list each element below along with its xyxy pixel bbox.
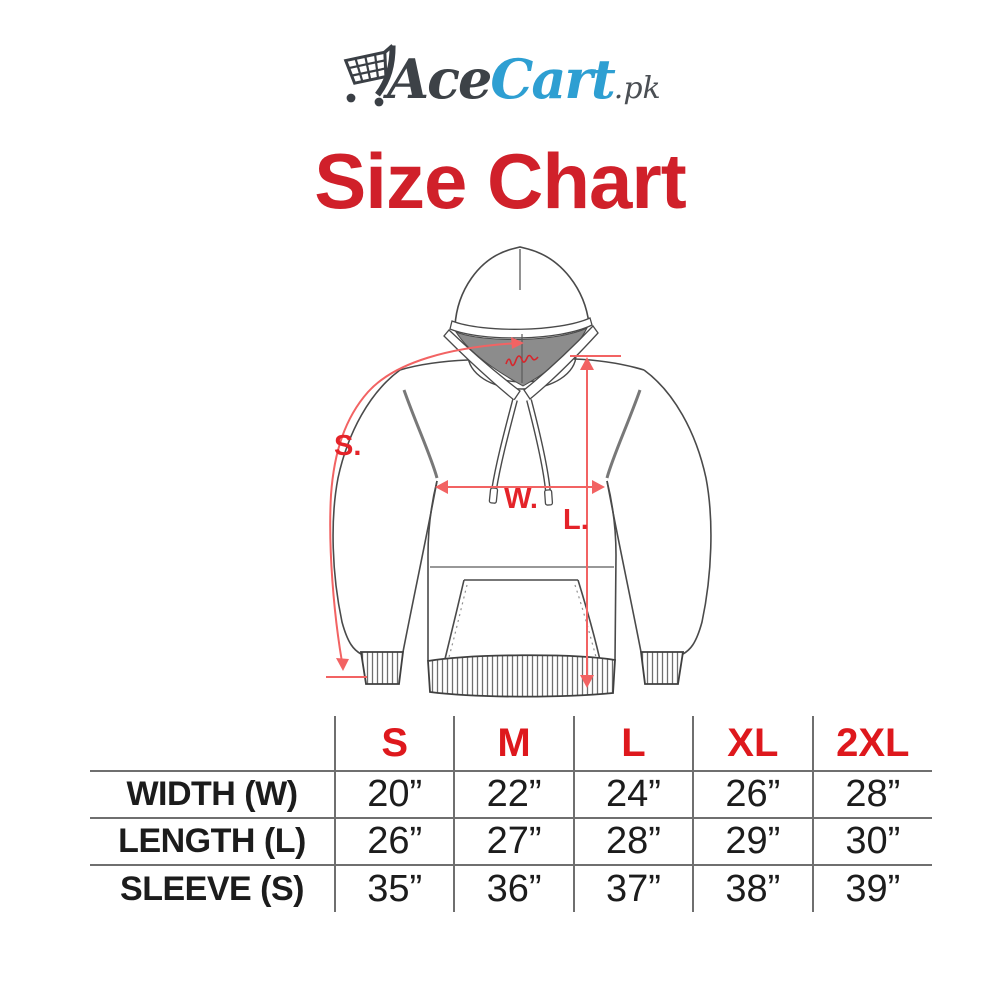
cell-sleeve-2xl: 39” <box>811 864 932 912</box>
cart-wheel-right <box>374 97 384 107</box>
cell-width-2xl: 28” <box>811 770 932 818</box>
size-table-section: S M L XL 2XL WIDTH (W) 20” 22” 24” 26” 2… <box>90 716 932 912</box>
table-row-sleeve: SLEEVE (S) 35” 36” 37” 38” 39” <box>90 864 932 912</box>
drawstrings-group <box>488 399 554 506</box>
hood-shell <box>454 246 590 336</box>
aglet-left <box>488 487 499 504</box>
table-row-length: LENGTH (L) 26” 27” 28” 29” 30” <box>90 817 932 865</box>
length-arrowhead-top <box>580 357 594 370</box>
cell-length-xl: 29” <box>692 817 813 865</box>
cell-length-m: 27” <box>453 817 574 865</box>
cuff-left <box>359 651 405 685</box>
body-left-edge <box>427 480 438 661</box>
cell-sleeve-l: 37” <box>572 864 694 912</box>
cell-sleeve-xl: 38” <box>692 864 813 912</box>
cuff-right <box>639 651 685 685</box>
kangaroo-pocket <box>444 579 601 661</box>
hem-band <box>427 654 616 698</box>
body-right-edge <box>606 480 617 662</box>
raglan-seams <box>402 389 642 479</box>
raglan-seam-left <box>402 389 439 479</box>
cell-length-l: 28” <box>572 817 694 865</box>
sleeve-right-outer <box>643 369 712 655</box>
hood-facing-right <box>523 324 599 400</box>
sleeve-arrowhead-top <box>511 337 524 349</box>
ribbing-group <box>359 651 685 698</box>
cell-sleeve-s: 35” <box>333 864 455 912</box>
measurement-lines <box>326 342 621 684</box>
shopping-cart-icon <box>343 44 396 107</box>
cell-length-2xl: 30” <box>811 817 932 865</box>
drawstring-left-fill <box>492 399 517 491</box>
shoulder-left <box>399 359 469 371</box>
size-table: S M L XL 2XL WIDTH (W) 20” 22” 24” 26” 2… <box>90 716 932 912</box>
cell-width-l: 24” <box>572 770 694 818</box>
row-label-width: WIDTH (W) <box>90 770 335 818</box>
hood-brand-mark <box>505 354 539 367</box>
cell-sleeve-m: 36” <box>453 864 574 912</box>
row-label-sleeve: SLEEVE (S) <box>90 864 335 912</box>
brand-prefix: Ace <box>387 47 492 111</box>
brand-wordmark: AceCart.pk <box>387 52 660 108</box>
shoulder-right <box>573 358 645 371</box>
drawstring-right-fill <box>527 399 550 493</box>
brand-tld: .pk <box>613 71 661 106</box>
col-header-l: L <box>572 716 694 771</box>
width-arrowhead-left <box>435 480 448 494</box>
width-arrowhead-right <box>592 480 605 494</box>
raglan-seam-right <box>605 389 642 479</box>
length-label: L. <box>563 504 589 536</box>
cell-width-xl: 26” <box>692 770 813 818</box>
width-label: W. <box>504 483 538 515</box>
brand-logo: AceCart.pk <box>0 44 1000 108</box>
row-label-length: LENGTH (L) <box>90 817 335 865</box>
table-row-width: WIDTH (W) 20” 22” 24” 26” 28” <box>90 770 932 818</box>
cell-width-s: 20” <box>333 770 455 818</box>
col-header-xl: XL <box>692 716 813 771</box>
col-header-m: M <box>453 716 574 771</box>
sleeve-measure-line <box>329 342 520 663</box>
brand-highlight: Cart <box>490 47 615 111</box>
cell-width-m: 22” <box>453 770 574 818</box>
cell-length-s: 26” <box>333 817 455 865</box>
hood-group <box>443 246 599 401</box>
sleeve-left-outer <box>332 369 401 655</box>
sleeve-label: S. <box>334 430 361 462</box>
corner-cell <box>90 716 335 771</box>
sleeve-arrowhead-bottom <box>336 658 349 671</box>
measurement-arrowheads <box>336 337 605 688</box>
length-arrowhead-bottom <box>580 675 594 688</box>
page-title: Size Chart <box>314 137 686 225</box>
aglet-right <box>544 489 554 506</box>
hood-brim <box>449 317 593 339</box>
measurement-labels: S. W. L. <box>334 430 589 536</box>
col-header-s: S <box>333 716 455 771</box>
cart-wheel-left <box>346 93 356 103</box>
collar-outer <box>467 354 577 390</box>
col-header-2xl: 2XL <box>811 716 932 771</box>
size-table-header-row: S M L XL 2XL <box>90 716 932 771</box>
pocket-stitching <box>448 584 597 658</box>
